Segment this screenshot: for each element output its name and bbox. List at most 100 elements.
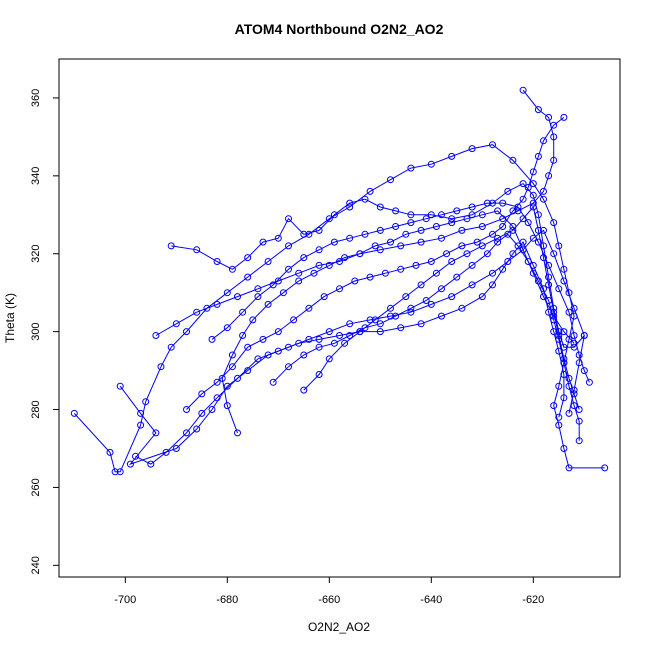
data-point-3-7: [274, 277, 282, 285]
data-point-2-19: [448, 293, 456, 301]
data-point-10-10: [432, 269, 440, 277]
data-point-3-6: [254, 285, 262, 293]
data-point-10-20: [545, 281, 553, 289]
data-point-6-5: [244, 343, 252, 351]
data-point-5-20: [489, 281, 496, 289]
data-point-2-3: [152, 429, 160, 437]
data-point-4-21: [504, 187, 512, 195]
data-point-6-17: [427, 258, 435, 265]
data-point-8-28: [575, 437, 583, 445]
data-point-4-9: [300, 230, 308, 238]
data-point-4-18: [448, 215, 456, 223]
data-point-7-16: [438, 211, 445, 219]
data-point-1-19: [387, 176, 394, 184]
data-point-8-9: [392, 312, 400, 320]
data-point-4-31: [580, 332, 588, 339]
data-point-9-25: [529, 269, 537, 277]
data-point-2-4: [126, 460, 134, 468]
series-line-4: [171, 182, 585, 348]
data-point-1-1: [70, 409, 78, 417]
data-point-8-12: [438, 285, 445, 293]
data-point-9-29: [570, 339, 578, 347]
data-point-8-27: [575, 417, 583, 425]
data-point-5-12: [336, 332, 343, 339]
data-point-8-19: [524, 258, 532, 265]
data-point-2-21: [489, 269, 496, 277]
data-point-5-4: [183, 429, 190, 437]
data-point-1-40: [601, 464, 609, 472]
data-point-4-1: [167, 242, 175, 250]
data-point-1-21: [427, 160, 435, 168]
data-point-6-14: [381, 269, 389, 277]
data-point-6-18: [443, 250, 451, 258]
data-point-2-14: [346, 320, 354, 328]
data-point-7-5: [269, 281, 277, 289]
data-point-10-12: [463, 250, 471, 258]
data-point-2-18: [427, 300, 435, 308]
data-point-1-33: [565, 335, 573, 343]
data-point-10-23: [560, 355, 568, 363]
data-point-2-11: [285, 343, 292, 351]
x-tick-label: -680: [216, 594, 238, 606]
y-tick-label: 280: [30, 400, 42, 418]
data-point-5-9: [274, 347, 282, 355]
data-point-2-20: [468, 281, 476, 289]
data-point-7-18: [468, 203, 476, 211]
series-line-3: [155, 89, 555, 336]
data-point-7-30: [585, 378, 593, 386]
data-point-1-2: [106, 448, 114, 456]
data-point-10-25: [570, 390, 578, 398]
data-point-10-3: [325, 355, 333, 363]
x-tick-label: -640: [420, 594, 442, 606]
x-axis-label: O2N2_AO2: [308, 620, 370, 634]
data-point-10-17: [529, 203, 537, 211]
data-point-9-5: [239, 332, 247, 339]
data-point-1-9: [183, 328, 190, 336]
data-point-10-7: [387, 304, 394, 312]
data-point-1-15: [305, 230, 313, 238]
data-point-6-1: [183, 406, 190, 413]
plot-frame: [58, 58, 621, 578]
data-point-8-10: [407, 304, 415, 312]
data-point-1-25: [509, 156, 517, 164]
data-point-1-27: [540, 195, 547, 203]
data-point-10-19: [540, 254, 547, 262]
data-point-10-6: [371, 316, 379, 324]
data-point-6-22: [499, 223, 507, 230]
data-point-3-14: [417, 238, 425, 246]
data-point-5-11: [315, 335, 323, 343]
data-point-6-2: [198, 390, 206, 398]
data-point-2-13: [325, 328, 333, 336]
data-point-9-2: [223, 402, 231, 410]
data-point-3-16: [458, 226, 466, 234]
data-point-10-8: [402, 293, 410, 301]
data-point-7-21: [514, 203, 522, 211]
data-point-5-2: [147, 460, 155, 468]
data-point-10-18: [534, 226, 542, 234]
data-point-6-3: [213, 378, 221, 386]
data-point-10-13: [478, 242, 486, 250]
data-point-4-16: [407, 211, 415, 219]
data-point-1-14: [285, 242, 292, 250]
data-point-3-27: [519, 86, 527, 94]
data-point-6-12: [351, 277, 359, 285]
data-point-1-24: [489, 141, 496, 149]
data-point-6-20: [473, 238, 481, 246]
data-point-2-32: [565, 409, 573, 417]
data-point-6-21: [489, 230, 496, 238]
data-point-5-6: [213, 394, 221, 402]
data-point-9-7: [264, 300, 272, 308]
plot-area: [70, 86, 609, 476]
data-point-5-19: [478, 293, 486, 301]
data-point-7-3: [239, 308, 247, 316]
data-point-1-20: [407, 164, 415, 172]
data-point-8-8: [376, 320, 384, 328]
x-tick-label: -660: [318, 594, 340, 606]
data-point-9-26: [540, 293, 547, 301]
data-point-9-28: [560, 328, 568, 336]
data-point-9-1: [234, 429, 241, 437]
data-point-7-29: [580, 367, 588, 375]
data-point-5-14: [376, 328, 384, 336]
data-point-5-10: [295, 339, 303, 347]
data-point-1-7: [157, 363, 165, 371]
